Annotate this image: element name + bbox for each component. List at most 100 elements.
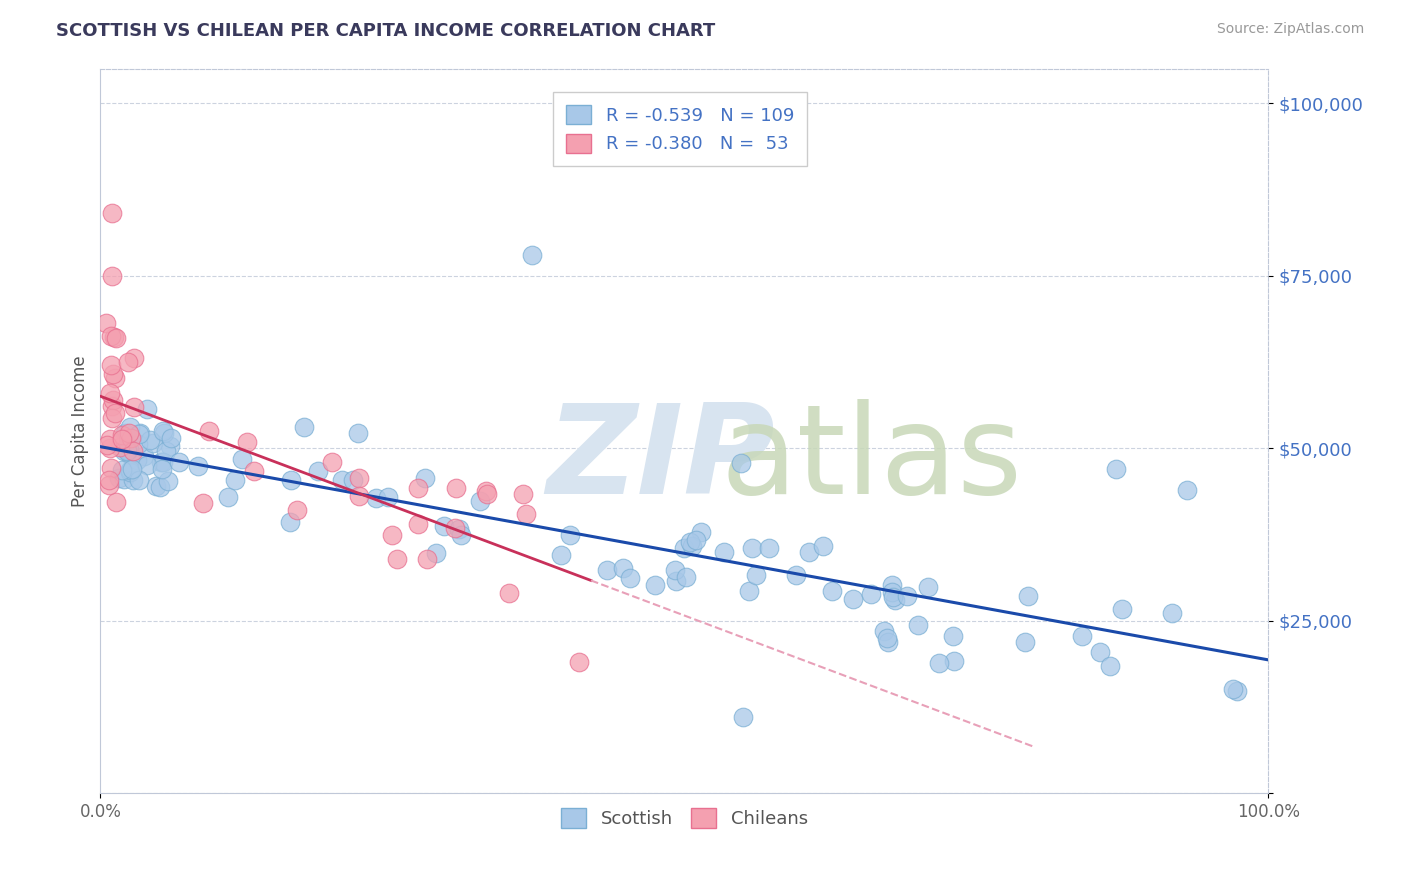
- Point: [122, 401, 145, 415]
- Point: [150, 462, 173, 476]
- Point: [690, 524, 713, 539]
- Point: [797, 545, 820, 559]
- Point: [101, 368, 124, 382]
- Point: [135, 402, 157, 417]
- Point: [406, 481, 429, 495]
- Point: [664, 563, 686, 577]
- Point: [217, 490, 239, 504]
- Point: [321, 455, 343, 469]
- Point: [738, 584, 761, 599]
- Point: [98, 386, 121, 401]
- Point: [117, 426, 139, 441]
- Point: [128, 473, 150, 487]
- Point: [821, 584, 844, 599]
- Point: [104, 370, 127, 384]
- Point: [1017, 589, 1039, 603]
- Point: [672, 541, 695, 555]
- Point: [522, 248, 544, 262]
- Point: [139, 434, 162, 448]
- Point: [115, 442, 138, 456]
- Y-axis label: Per Capita Income: Per Capita Income: [72, 355, 89, 507]
- Point: [612, 561, 634, 575]
- Point: [568, 655, 591, 669]
- Point: [135, 458, 157, 473]
- Point: [243, 463, 266, 477]
- Point: [111, 432, 134, 446]
- Point: [515, 508, 537, 522]
- Point: [406, 517, 429, 532]
- Point: [120, 431, 142, 445]
- Point: [446, 481, 468, 495]
- Point: [758, 541, 780, 556]
- Point: [285, 503, 308, 517]
- Point: [152, 455, 174, 469]
- Point: [741, 541, 763, 555]
- Point: [278, 515, 301, 529]
- Point: [860, 587, 883, 601]
- Point: [596, 563, 619, 577]
- Point: [155, 443, 177, 458]
- Point: [96, 438, 118, 452]
- Point: [100, 442, 122, 456]
- Point: [104, 494, 127, 508]
- Point: [111, 463, 134, 477]
- Point: [685, 533, 707, 547]
- Point: [145, 479, 167, 493]
- Point: [97, 477, 120, 491]
- Point: [1071, 629, 1094, 643]
- Point: [444, 521, 467, 535]
- Point: [377, 490, 399, 504]
- Point: [112, 439, 135, 453]
- Point: [1175, 483, 1198, 497]
- Point: [128, 426, 150, 441]
- Point: [558, 528, 581, 542]
- Point: [1105, 462, 1128, 476]
- Point: [104, 407, 127, 421]
- Point: [1090, 645, 1112, 659]
- Point: [347, 489, 370, 503]
- Point: [347, 425, 370, 440]
- Point: [115, 444, 138, 458]
- Point: [142, 436, 165, 450]
- Point: [413, 471, 436, 485]
- Point: [877, 634, 900, 648]
- Point: [112, 443, 135, 458]
- Legend: Scottish, Chileans: Scottish, Chileans: [554, 801, 815, 835]
- Point: [186, 459, 208, 474]
- Point: [917, 580, 939, 594]
- Point: [134, 449, 156, 463]
- Point: [882, 585, 904, 599]
- Point: [152, 424, 174, 438]
- Point: [117, 355, 139, 369]
- Point: [120, 462, 142, 476]
- Point: [619, 571, 641, 585]
- Point: [120, 448, 142, 462]
- Point: [873, 624, 896, 638]
- Point: [101, 206, 124, 220]
- Point: [679, 534, 702, 549]
- Point: [153, 426, 176, 441]
- Point: [882, 578, 904, 592]
- Point: [100, 461, 122, 475]
- Point: [127, 437, 149, 451]
- Point: [107, 471, 129, 485]
- Point: [224, 473, 246, 487]
- Point: [115, 443, 138, 458]
- Text: SCOTTISH VS CHILEAN PER CAPITA INCOME CORRELATION CHART: SCOTTISH VS CHILEAN PER CAPITA INCOME CO…: [56, 22, 716, 40]
- Point: [100, 329, 122, 343]
- Point: [364, 491, 387, 505]
- Point: [97, 473, 120, 487]
- Point: [665, 574, 688, 588]
- Point: [160, 431, 183, 445]
- Point: [842, 592, 865, 607]
- Point: [1111, 602, 1133, 616]
- Point: [110, 428, 132, 442]
- Point: [118, 442, 141, 457]
- Point: [292, 420, 315, 434]
- Point: [122, 351, 145, 365]
- Point: [236, 435, 259, 450]
- Point: [876, 631, 898, 645]
- Point: [110, 440, 132, 454]
- Point: [96, 316, 118, 330]
- Point: [928, 656, 950, 670]
